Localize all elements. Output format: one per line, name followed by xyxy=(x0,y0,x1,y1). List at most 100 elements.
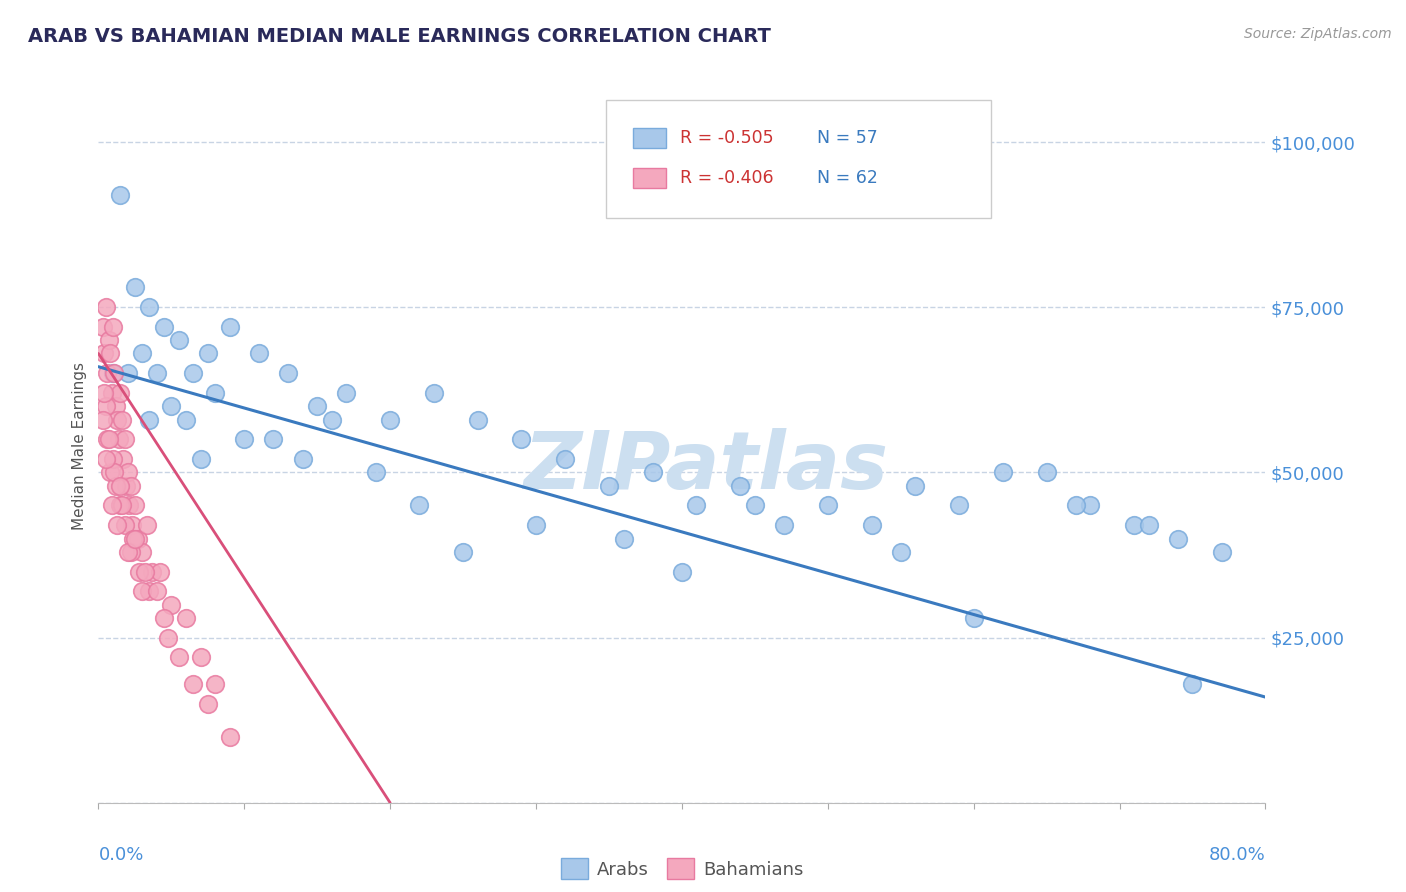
Text: 0.0%: 0.0% xyxy=(98,846,143,863)
Point xyxy=(149,565,172,579)
Point xyxy=(111,412,134,426)
Text: N = 57: N = 57 xyxy=(817,128,877,146)
Text: R = -0.505: R = -0.505 xyxy=(679,128,773,146)
Y-axis label: Median Male Earnings: Median Male Earnings xyxy=(72,362,87,530)
Point xyxy=(378,412,402,426)
Point xyxy=(451,545,474,559)
Point xyxy=(641,466,664,480)
Point xyxy=(122,532,145,546)
Point xyxy=(890,545,912,559)
Point xyxy=(1181,677,1204,691)
Text: N = 62: N = 62 xyxy=(817,169,879,187)
Point xyxy=(671,565,693,579)
Point xyxy=(1167,532,1189,546)
Point xyxy=(96,433,118,447)
Point xyxy=(962,611,984,625)
Point xyxy=(190,650,212,665)
FancyBboxPatch shape xyxy=(633,128,665,148)
Point xyxy=(94,452,117,467)
Point xyxy=(110,499,132,513)
Point xyxy=(98,346,121,360)
Point xyxy=(1064,499,1087,513)
Point xyxy=(685,499,707,513)
Point xyxy=(744,499,766,513)
Point xyxy=(127,532,149,546)
Point xyxy=(167,333,190,347)
Text: ZIPatlas: ZIPatlas xyxy=(523,428,887,507)
Point xyxy=(197,346,219,360)
Text: R = -0.406: R = -0.406 xyxy=(679,169,773,187)
Point xyxy=(93,386,115,401)
Point xyxy=(101,452,124,467)
Point xyxy=(364,466,387,480)
FancyBboxPatch shape xyxy=(606,100,991,218)
Point xyxy=(131,545,153,559)
Point xyxy=(138,412,160,426)
Point xyxy=(948,499,970,513)
Point xyxy=(904,478,927,492)
Point xyxy=(104,478,127,492)
Point xyxy=(817,499,839,513)
Point xyxy=(612,532,634,546)
Point xyxy=(93,346,115,360)
Point xyxy=(524,518,547,533)
Point xyxy=(1137,518,1160,533)
Point xyxy=(94,400,117,414)
Point xyxy=(105,412,128,426)
Point xyxy=(110,478,132,492)
Point xyxy=(101,367,124,381)
Point xyxy=(218,730,240,744)
Point xyxy=(1035,466,1057,480)
Point xyxy=(108,433,131,447)
Point xyxy=(157,631,180,645)
Point xyxy=(91,412,114,426)
Point xyxy=(160,400,183,414)
Point xyxy=(120,545,142,559)
Point xyxy=(114,518,136,533)
Text: 80.0%: 80.0% xyxy=(1209,846,1265,863)
Point xyxy=(773,518,796,533)
Point xyxy=(117,367,139,381)
Point xyxy=(128,565,150,579)
Point xyxy=(860,518,883,533)
FancyBboxPatch shape xyxy=(633,169,665,188)
Point xyxy=(291,452,314,467)
Point xyxy=(1123,518,1146,533)
Point xyxy=(991,466,1014,480)
Point xyxy=(134,565,156,579)
Text: ARAB VS BAHAMIAN MEDIAN MALE EARNINGS CORRELATION CHART: ARAB VS BAHAMIAN MEDIAN MALE EARNINGS CO… xyxy=(28,27,770,45)
Point xyxy=(408,499,430,513)
Point xyxy=(110,188,132,202)
Point xyxy=(112,452,135,467)
Point xyxy=(335,386,357,401)
Point xyxy=(167,650,190,665)
Point xyxy=(146,367,169,381)
Point xyxy=(98,466,121,480)
Point xyxy=(190,452,212,467)
Point xyxy=(204,677,226,691)
Point xyxy=(124,499,146,513)
Point xyxy=(124,280,146,294)
Point xyxy=(97,333,120,347)
Legend: Arabs, Bahamians: Arabs, Bahamians xyxy=(554,851,810,887)
Point xyxy=(91,320,114,334)
Point xyxy=(423,386,446,401)
Point xyxy=(100,499,122,513)
Point xyxy=(96,367,118,381)
Point xyxy=(160,598,183,612)
Point xyxy=(110,386,132,401)
Point xyxy=(174,611,197,625)
Point xyxy=(141,565,163,579)
Point xyxy=(115,478,138,492)
Point xyxy=(97,433,120,447)
Point xyxy=(146,584,169,599)
Text: Source: ZipAtlas.com: Source: ZipAtlas.com xyxy=(1244,27,1392,41)
Point xyxy=(233,433,256,447)
Point xyxy=(131,346,153,360)
Point xyxy=(262,433,284,447)
Point xyxy=(117,466,139,480)
Point xyxy=(174,412,197,426)
Point xyxy=(510,433,533,447)
Point xyxy=(117,545,139,559)
Point xyxy=(554,452,576,467)
